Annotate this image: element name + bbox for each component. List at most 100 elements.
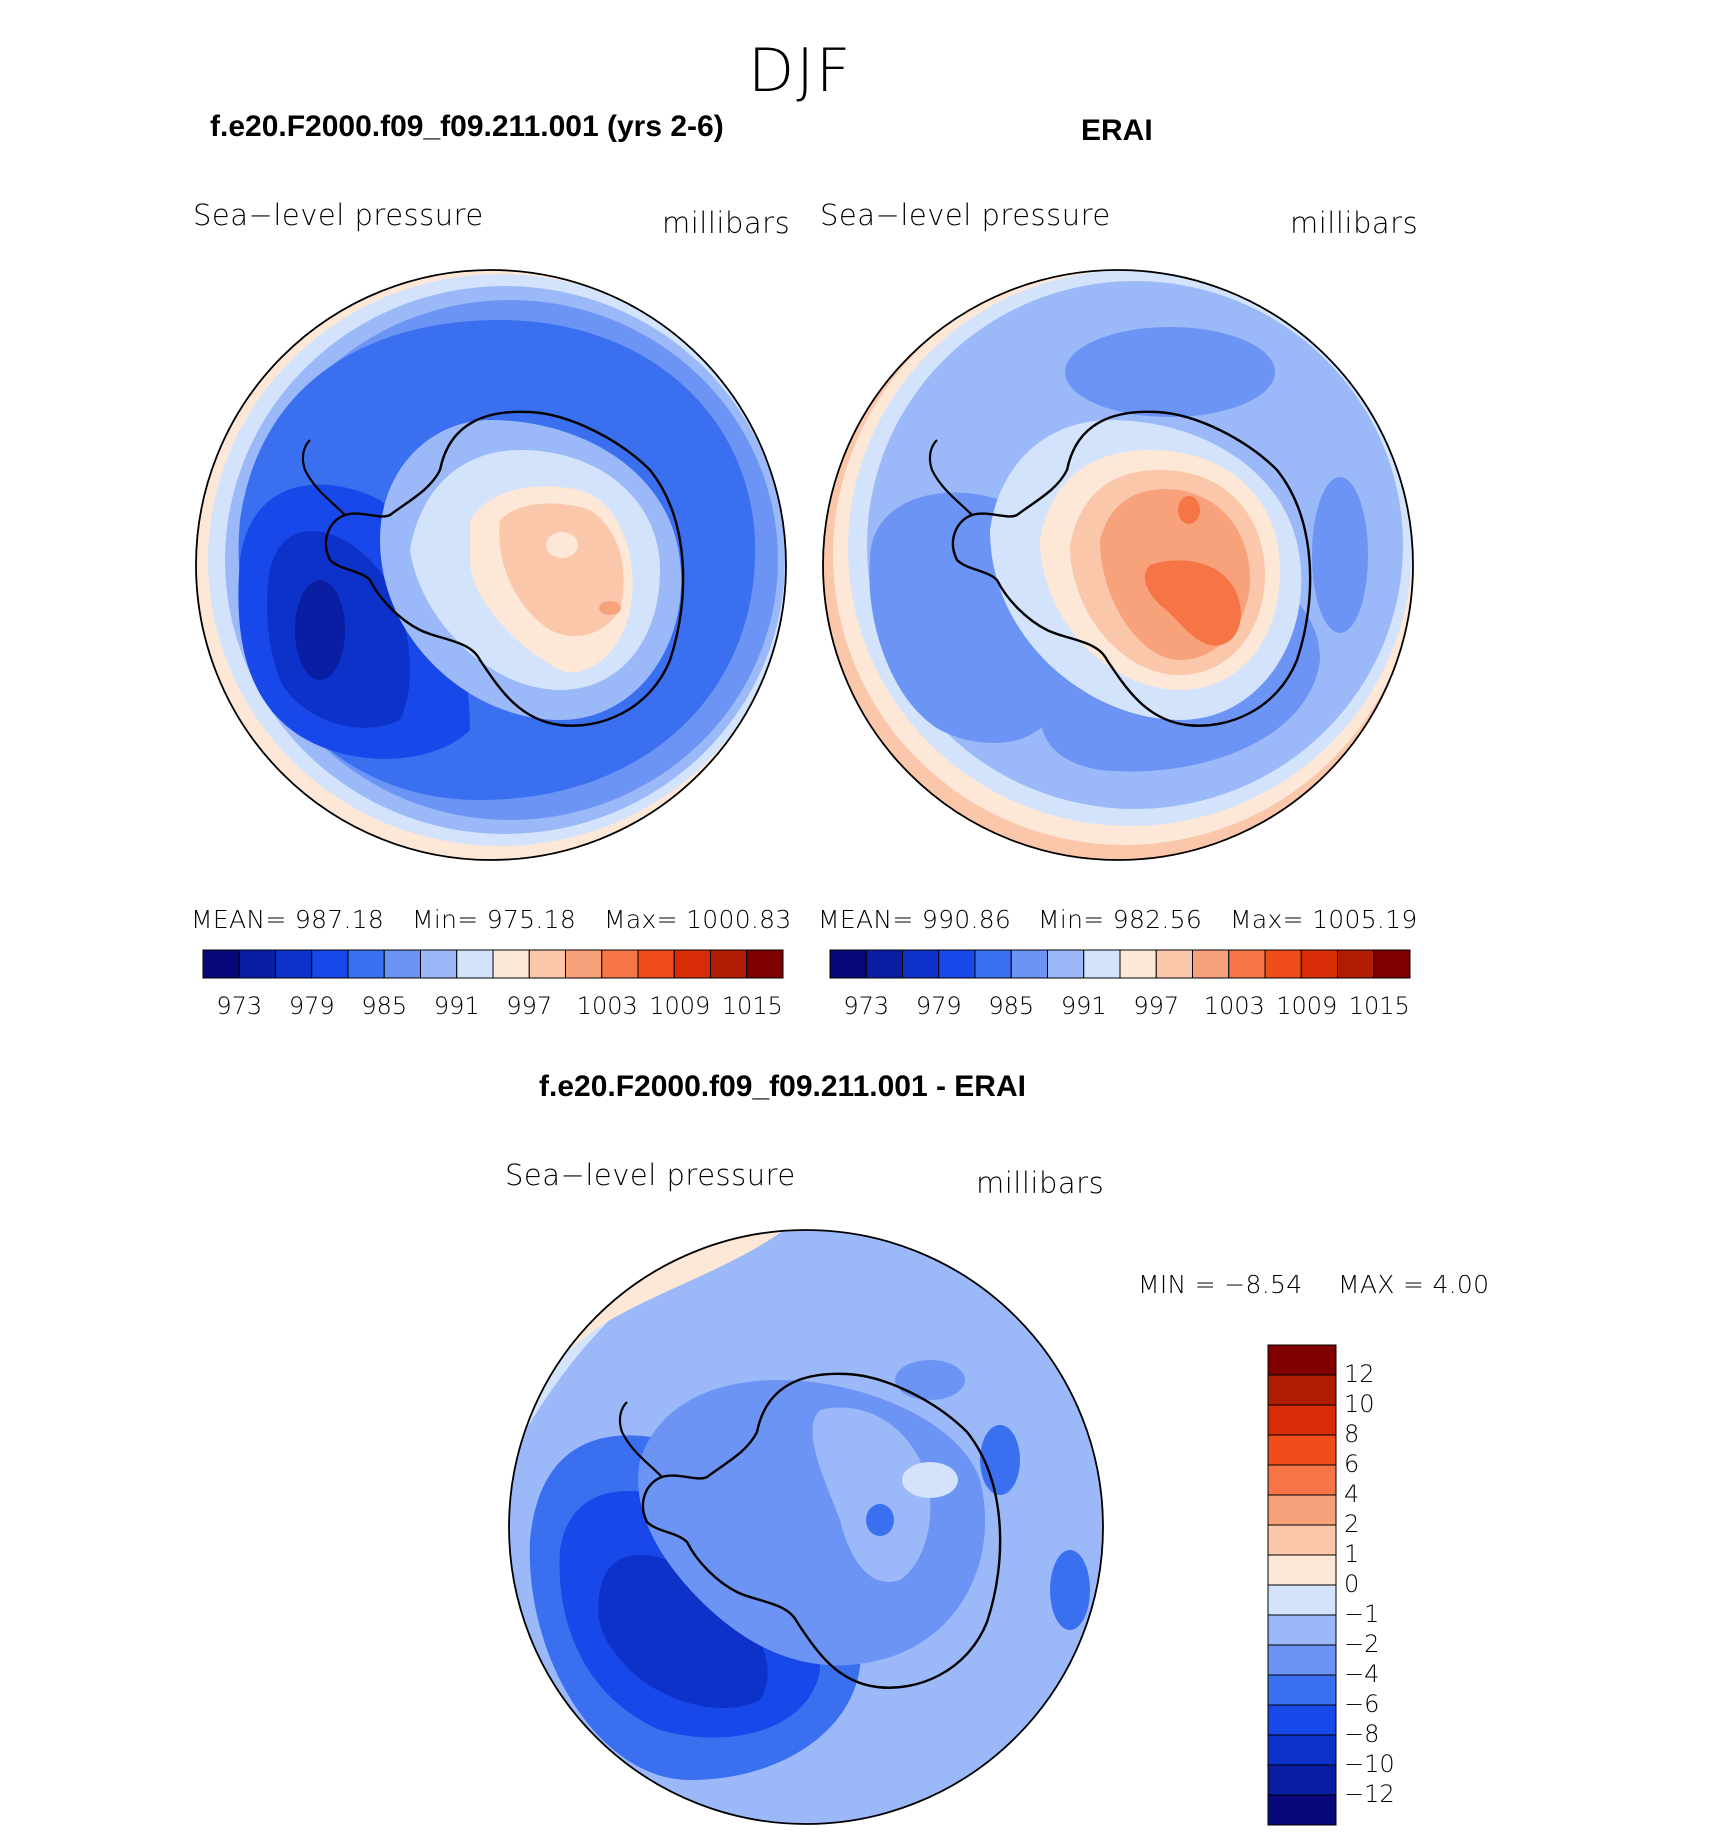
panel2-units-label: millibars <box>1290 206 1419 240</box>
colorbar-tick-label: 4 <box>1344 1480 1360 1508</box>
colorbar-box <box>528 949 566 979</box>
colorbar-box <box>565 949 603 979</box>
colorbar-tick-label: 973 <box>843 992 890 1020</box>
colorbar-tick-label: 991 <box>1060 992 1107 1020</box>
p1-land-high <box>499 503 624 636</box>
p2-low-north <box>1065 327 1275 417</box>
p1-pos-sector <box>196 292 360 500</box>
colorbar-tick-label: 985 <box>988 992 1035 1020</box>
colorbar-tick-label: 1015 <box>721 992 783 1020</box>
colorbar-box <box>1267 1644 1337 1676</box>
p2-map-border <box>822 269 1414 861</box>
p3-low-outer <box>529 1435 861 1780</box>
p3-low-mid <box>559 1490 820 1738</box>
colorbar-box <box>1373 949 1411 979</box>
p3-east-low-2 <box>1050 1550 1090 1630</box>
colorbar-tick-label: 6 <box>1344 1450 1360 1478</box>
panel3-title: f.e20.F2000.f09_f09.211.001 - ERAI <box>539 1070 1026 1103</box>
colorbar-box <box>601 949 639 979</box>
figure-season-title: DJF <box>748 36 853 106</box>
p3-land-low-spot <box>866 1504 894 1536</box>
p1-land-peak <box>599 601 621 615</box>
p3-land-pale-spot <box>902 1462 958 1498</box>
colorbar-box <box>1083 949 1121 979</box>
p1-peninsula-coastline <box>301 439 346 516</box>
colorbar-tick-label: 991 <box>433 992 480 1020</box>
colorbar-tick-label: −2 <box>1344 1630 1380 1658</box>
colorbar-box <box>1267 1674 1337 1706</box>
colorbar-tick-label: −4 <box>1344 1660 1380 1688</box>
p1-band-5 <box>238 484 470 759</box>
p2-band-2 <box>848 270 1412 826</box>
colorbar-box <box>902 949 940 979</box>
panel2-variable-label: Sea−level pressure <box>820 198 1111 232</box>
colorbar-tick-label: 10 <box>1344 1390 1375 1418</box>
colorbar-box <box>1119 949 1157 979</box>
panel1-min: Min= 975.18 <box>412 905 577 934</box>
panel3-variable-label: Sea−level pressure <box>505 1158 796 1192</box>
p3-peninsula-coastline <box>618 1401 663 1478</box>
colorbar-tick-label: 985 <box>361 992 408 1020</box>
colorbar-tick-label: 1015 <box>1348 992 1410 1020</box>
colorbar-box <box>456 949 494 979</box>
p3-east-pos <box>1090 1500 1103 1700</box>
colorbar-tick-label: 997 <box>1133 992 1180 1020</box>
p2-antarctica-coastline <box>951 410 1312 727</box>
colorbar-box <box>1267 1494 1337 1526</box>
colorbar-tick-label: −10 <box>1344 1750 1395 1778</box>
panel1-colorbar <box>202 949 784 979</box>
p2-land-peak <box>1144 560 1241 646</box>
colorbar-box <box>275 949 313 979</box>
colorbar-tick-label: 2 <box>1344 1510 1360 1538</box>
colorbar-box <box>238 949 276 979</box>
p2-band-1 <box>833 270 1413 845</box>
colorbar-box <box>383 949 421 979</box>
colorbar-tick-label: −1 <box>1344 1600 1380 1628</box>
p1-map-border <box>195 269 787 861</box>
colorbar-box <box>746 949 784 979</box>
p3-east-low <box>980 1425 1020 1495</box>
panel3-max: MAX = 4.00 <box>1338 1270 1490 1299</box>
colorbar-tick-label: 1003 <box>1203 992 1265 1020</box>
colorbar-box <box>865 949 903 979</box>
colorbar-box <box>311 949 349 979</box>
p2-land-pale <box>990 420 1302 720</box>
colorbar-box <box>1267 1704 1337 1736</box>
colorbar-tick-label: 979 <box>915 992 962 1020</box>
panel3-units-label: millibars <box>976 1166 1105 1200</box>
colorbar-box <box>938 949 976 979</box>
colorbar-tick-label: 1009 <box>1276 992 1338 1020</box>
p2-land-positive <box>1040 450 1280 690</box>
p1-band-2 <box>225 286 785 834</box>
p3-pos-sector <box>509 1230 760 1370</box>
colorbar-box <box>1267 1524 1337 1556</box>
colorbar-box <box>1267 1794 1337 1826</box>
colorbar-tick-label: 997 <box>506 992 553 1020</box>
colorbar-tick-label: 979 <box>288 992 335 1020</box>
p1-band-4 <box>238 320 756 800</box>
colorbar-box <box>1267 1344 1337 1376</box>
p1-band-3 <box>242 300 778 820</box>
p1-band-0 <box>196 270 786 860</box>
panel1-title: f.e20.F2000.f09_f09.211.001 (yrs 2-6) <box>210 110 724 143</box>
colorbar-box <box>1267 1554 1337 1586</box>
colorbar-box <box>1010 949 1048 979</box>
p2-band-3 <box>867 281 1403 809</box>
panel1-mean: MEAN= 987.18 <box>191 905 385 934</box>
colorbar-box <box>710 949 748 979</box>
panel2-min: Min= 982.56 <box>1038 905 1203 934</box>
colorbar-box <box>347 949 385 979</box>
p1-band-1 <box>208 274 786 846</box>
colorbar-box <box>1337 949 1375 979</box>
colorbar-box <box>492 949 530 979</box>
colorbar-tick-label: 1 <box>1344 1540 1360 1568</box>
p1-land-outer <box>380 420 682 720</box>
p1-band-6 <box>267 531 410 728</box>
p3-band-0 <box>509 1230 1103 1824</box>
p3-low-core <box>598 1555 768 1709</box>
colorbar-box <box>1264 949 1302 979</box>
p2-land-high <box>1070 470 1265 675</box>
colorbar-box <box>420 949 458 979</box>
colorbar-box <box>1267 1404 1337 1436</box>
colorbar-box <box>637 949 675 979</box>
